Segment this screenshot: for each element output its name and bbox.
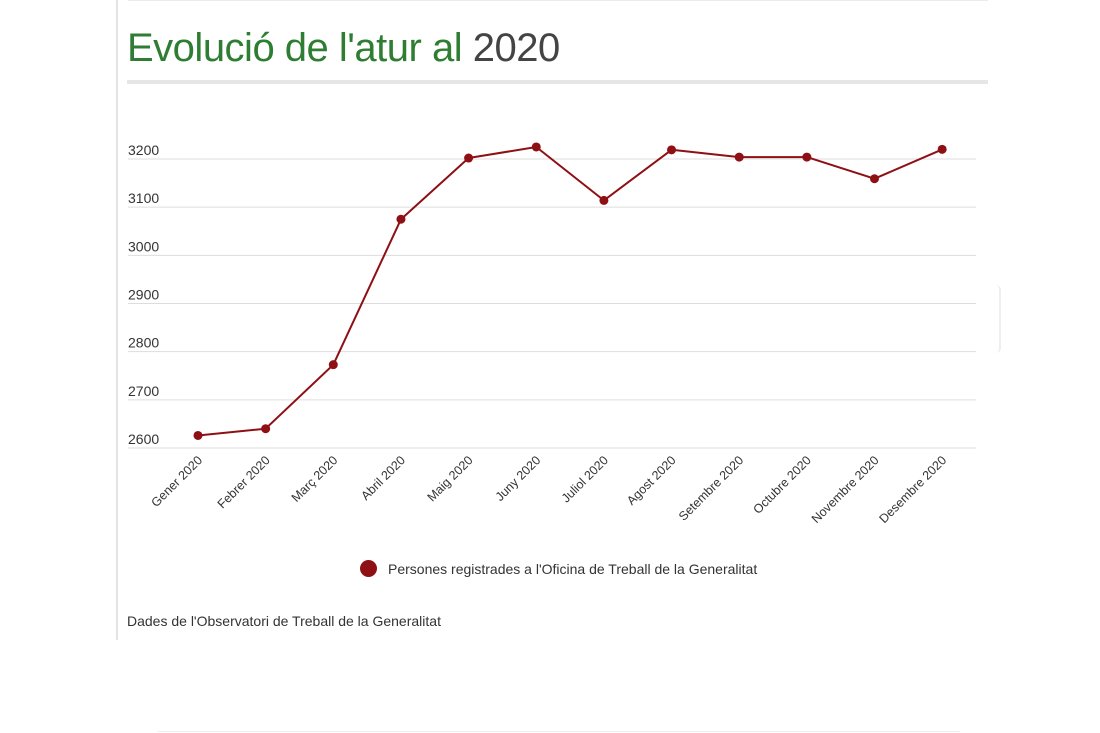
data-point <box>734 152 744 162</box>
y-tick-label: 2700 <box>128 383 159 399</box>
x-tick-label: Octubre 2020 <box>751 453 814 516</box>
top-divider <box>128 0 988 1</box>
y-tick-label: 2600 <box>128 431 159 447</box>
x-tick-label: Juny 2020 <box>493 453 544 504</box>
y-axis-ticks: 2600 2700 2800 2900 3000 3100 3200 <box>128 142 159 447</box>
x-tick-label: Maig 2020 <box>425 453 476 504</box>
source-note: Dades de l'Observatori de Treball de la … <box>127 613 441 629</box>
chart-legend: Persones registrades a l'Oficina de Treb… <box>360 560 757 577</box>
y-tick-label: 3200 <box>128 142 159 158</box>
x-tick-label: Gener 2020 <box>149 453 206 510</box>
y-tick-label: 3100 <box>128 190 159 206</box>
series-layer <box>193 142 947 440</box>
x-tick-label: Febrer 2020 <box>215 453 273 511</box>
title-underline <box>127 80 988 84</box>
x-tick-label: Desembre 2020 <box>876 453 949 526</box>
chart-title: Evolució de l'atur al 2020 <box>127 26 560 71</box>
data-point <box>396 214 406 224</box>
x-tick-label: Setembre 2020 <box>676 453 746 523</box>
grid-lines <box>128 158 976 449</box>
chart-title-main: Evolució de l'atur al <box>127 26 463 70</box>
x-axis-ticks: Gener 2020 Febrer 2020 Març 2020 Abril 2020… <box>149 453 950 526</box>
x-tick-label: Juliol 2020 <box>559 453 611 505</box>
data-point <box>802 152 812 162</box>
y-tick-label: 2800 <box>128 335 159 351</box>
data-point <box>193 430 203 440</box>
x-tick-label: Novembre 2020 <box>809 453 882 526</box>
x-tick-label: Març 2020 <box>289 453 341 505</box>
chart-title-year: 2020 <box>472 26 560 70</box>
data-point <box>464 153 474 163</box>
data-point <box>599 195 609 205</box>
data-point <box>531 142 541 152</box>
edge-decoration <box>996 285 1001 353</box>
legend-swatch <box>360 560 377 577</box>
x-tick-label: Abril 2020 <box>358 453 408 503</box>
bottom-divider <box>158 731 960 732</box>
series-line <box>197 146 943 437</box>
data-point <box>328 360 338 370</box>
y-tick-label: 2900 <box>128 287 159 303</box>
data-point <box>261 424 271 434</box>
left-divider <box>116 0 118 640</box>
data-point <box>870 174 879 184</box>
x-tick-label: Agost 2020 <box>624 453 679 508</box>
y-tick-label: 3000 <box>128 238 159 254</box>
legend-label: Persones registrades a l'Oficina de Treb… <box>388 560 758 577</box>
data-point <box>667 145 677 155</box>
data-point <box>937 144 947 154</box>
